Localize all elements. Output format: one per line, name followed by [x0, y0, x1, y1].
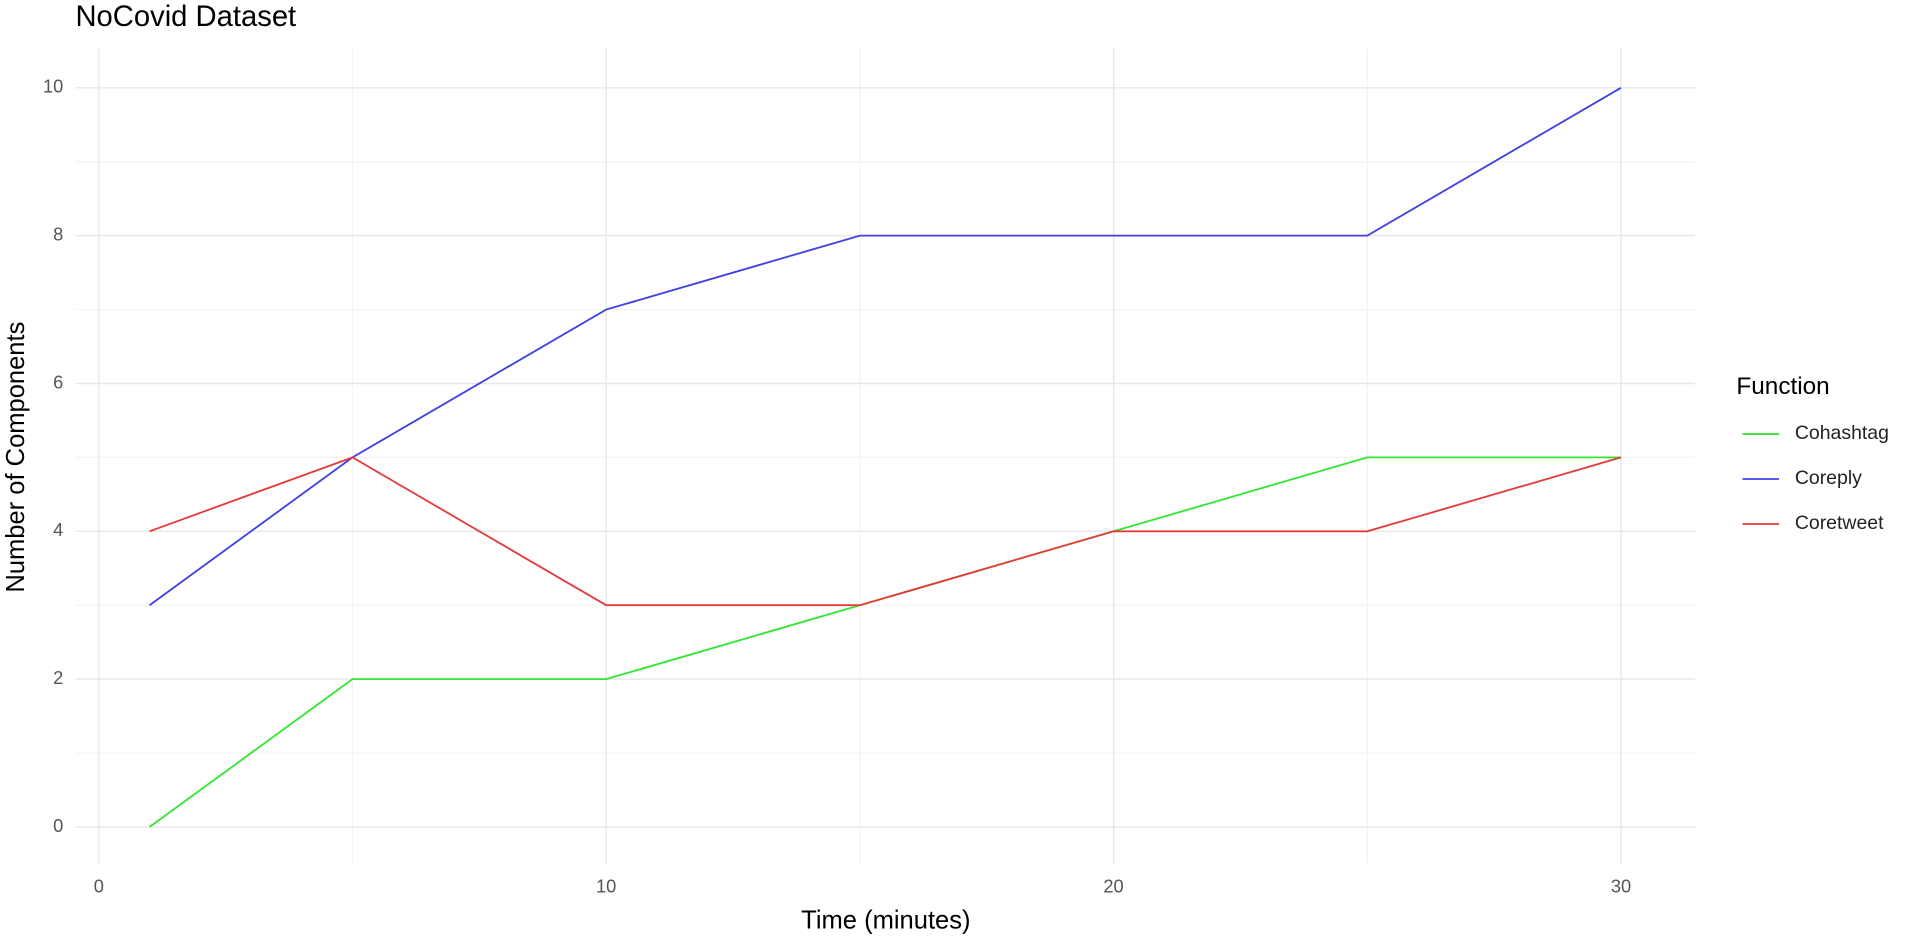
legend-title: Function — [1736, 373, 1829, 400]
legend-label: Coretweet — [1795, 512, 1884, 534]
y-tick-label: 0 — [53, 815, 63, 836]
y-tick-label: 10 — [43, 76, 63, 97]
chart-title: NoCovid Dataset — [75, 1, 296, 33]
y-tick-label: 6 — [53, 371, 63, 392]
y-axis-title: Number of Components — [2, 322, 30, 593]
legend-label: Cohashtag — [1795, 422, 1889, 444]
x-axis-title: Time (minutes) — [801, 906, 970, 934]
y-tick-label: 2 — [53, 667, 63, 688]
y-tick-label: 4 — [53, 519, 63, 540]
y-tick-label: 8 — [53, 223, 63, 244]
legend-label: Coreply — [1795, 467, 1862, 489]
x-tick-label: 0 — [94, 875, 104, 896]
line-series — [148, 456, 1621, 828]
line-series — [148, 87, 1622, 606]
x-tick-label: 30 — [1611, 875, 1631, 896]
x-tick-label: 10 — [596, 875, 616, 896]
x-tick-label: 20 — [1103, 875, 1123, 896]
line-series — [149, 456, 1622, 607]
